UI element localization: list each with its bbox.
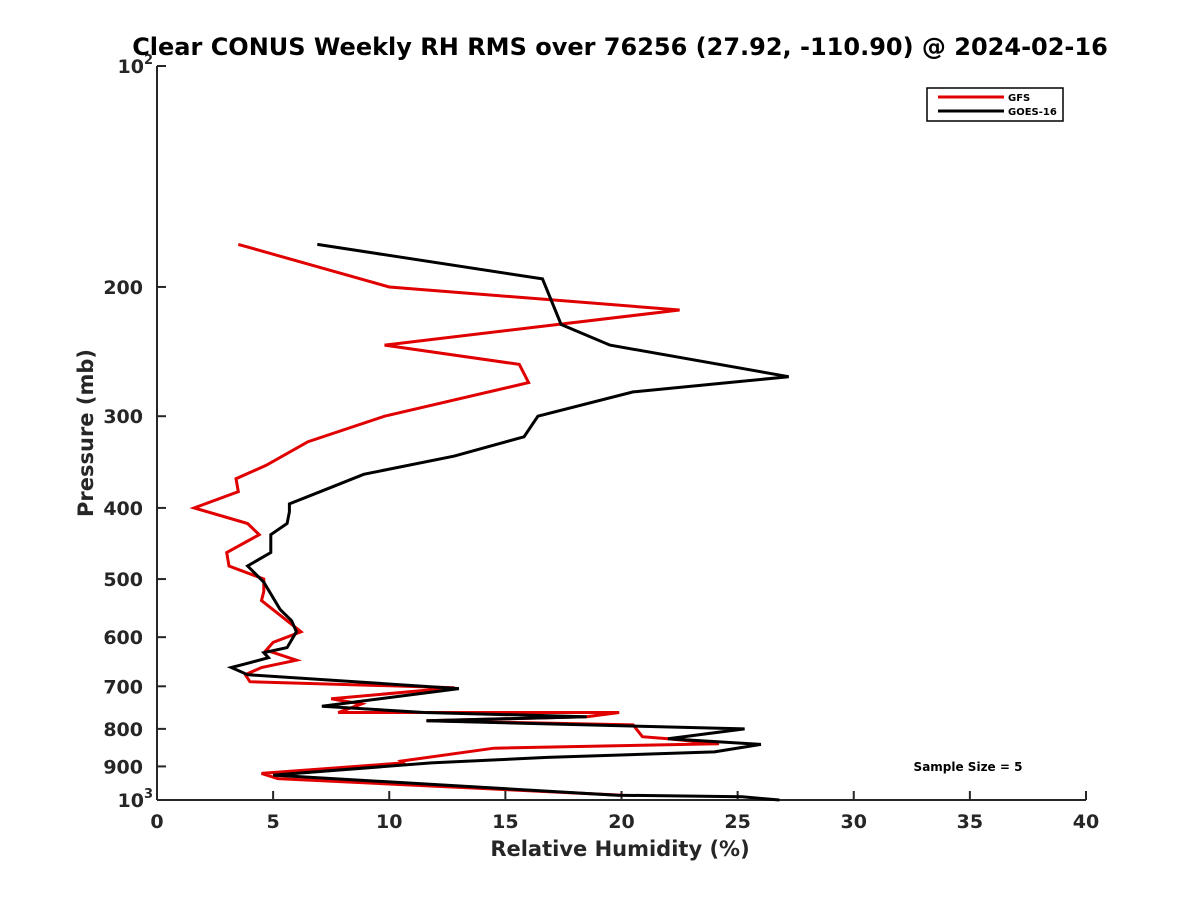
legend-label-goes16: GOES-16 bbox=[1008, 107, 1057, 118]
y-tick-label: 800 bbox=[103, 719, 143, 741]
y-tick-label: 600 bbox=[103, 627, 143, 649]
y-tick-label: 200 bbox=[103, 277, 143, 299]
legend: GFS GOES-16 bbox=[926, 87, 1064, 122]
y-tick-label: 300 bbox=[103, 406, 143, 428]
x-tick-label: 40 bbox=[1073, 811, 1099, 833]
x-axis-ticks: 0 5 10 15 20 25 30 35 40 bbox=[150, 791, 1099, 833]
legend-label-gfs: GFS bbox=[1008, 93, 1030, 104]
y-axis-ticks: 102 200 300 400 500 600 700 800 900 103 bbox=[103, 53, 166, 812]
series-layer bbox=[189, 242, 789, 802]
x-tick-label: 15 bbox=[492, 811, 518, 833]
y-axis-label: Pressure (mb) bbox=[74, 349, 98, 517]
y-tick-label: 103 bbox=[118, 787, 154, 812]
legend-box bbox=[926, 87, 1064, 122]
x-tick-label: 5 bbox=[267, 811, 280, 833]
y-tick-label: 102 bbox=[118, 53, 154, 78]
x-tick-label: 10 bbox=[376, 811, 402, 833]
y-tick-label: 700 bbox=[103, 676, 143, 698]
sample-size-annotation: Sample Size = 5 bbox=[914, 760, 1023, 774]
x-tick-label: 25 bbox=[724, 811, 750, 833]
series-line-goes16 bbox=[226, 242, 789, 802]
x-axis-label: Relative Humidity (%) bbox=[490, 837, 749, 861]
y-tick-label: 900 bbox=[103, 756, 143, 778]
x-tick-label: 35 bbox=[957, 811, 983, 833]
x-tick-label: 20 bbox=[608, 811, 634, 833]
y-tick-label: 500 bbox=[103, 569, 143, 591]
x-tick-label: 30 bbox=[841, 811, 867, 833]
chart-title: Clear CONUS Weekly RH RMS over 76256 (27… bbox=[132, 33, 1108, 61]
x-tick-label: 0 bbox=[150, 811, 163, 833]
y-tick-label: 400 bbox=[103, 498, 143, 520]
